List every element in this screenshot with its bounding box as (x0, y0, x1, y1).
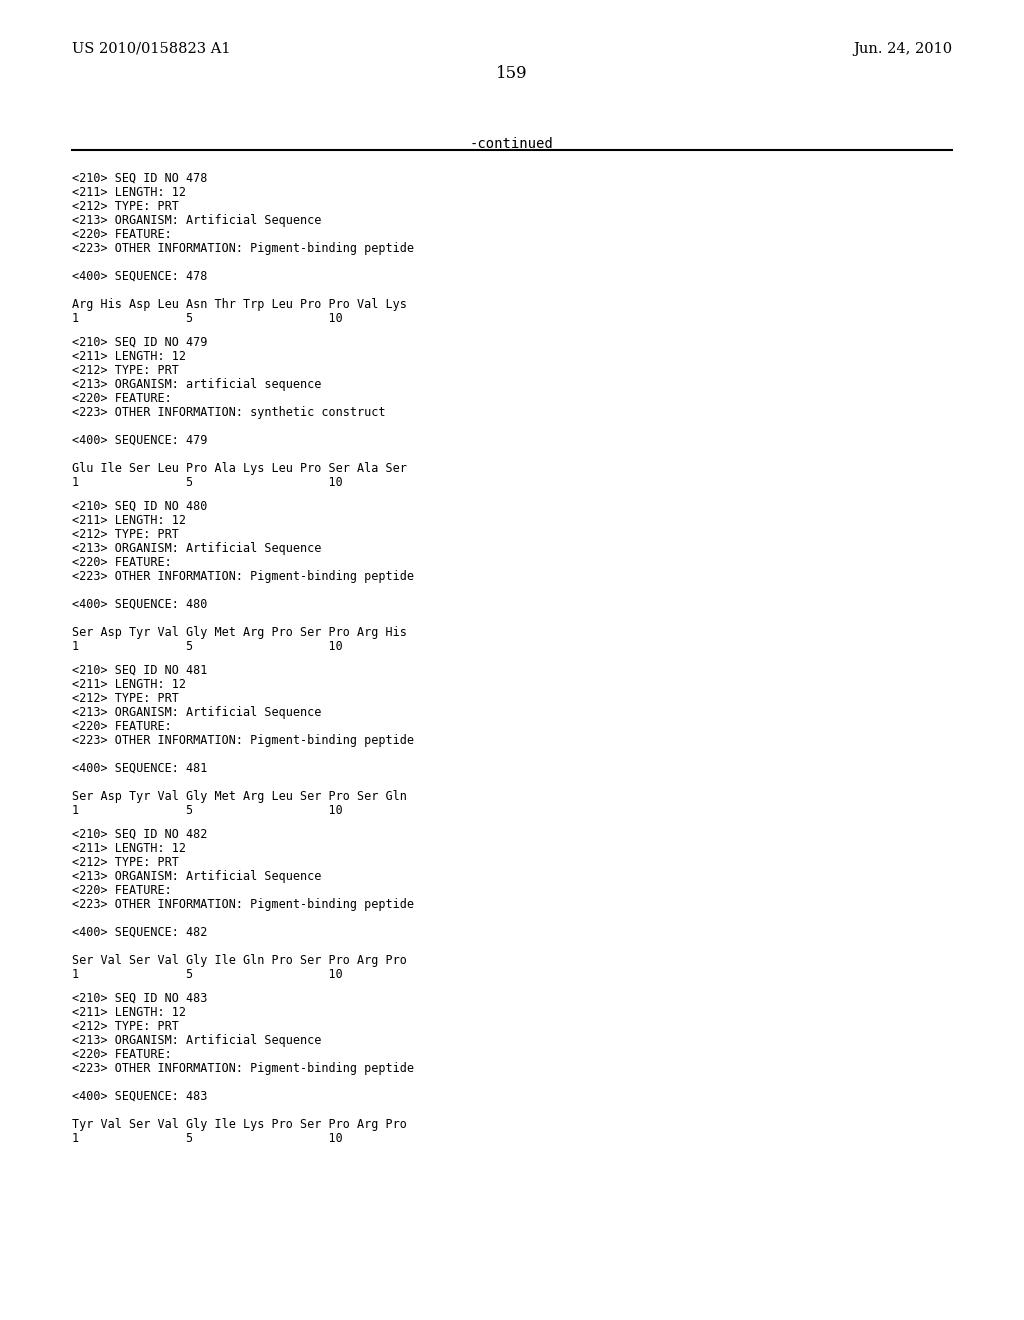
Text: <212> TYPE: PRT: <212> TYPE: PRT (72, 528, 179, 541)
Text: <223> OTHER INFORMATION: Pigment-binding peptide: <223> OTHER INFORMATION: Pigment-binding… (72, 1063, 414, 1074)
Text: Glu Ile Ser Leu Pro Ala Lys Leu Pro Ser Ala Ser: Glu Ile Ser Leu Pro Ala Lys Leu Pro Ser … (72, 462, 407, 475)
Text: 1               5                   10: 1 5 10 (72, 312, 343, 325)
Text: <212> TYPE: PRT: <212> TYPE: PRT (72, 364, 179, 378)
Text: <223> OTHER INFORMATION: Pigment-binding peptide: <223> OTHER INFORMATION: Pigment-binding… (72, 570, 414, 583)
Text: Ser Asp Tyr Val Gly Met Arg Leu Ser Pro Ser Gln: Ser Asp Tyr Val Gly Met Arg Leu Ser Pro … (72, 789, 407, 803)
Text: Jun. 24, 2010: Jun. 24, 2010 (853, 42, 952, 55)
Text: <210> SEQ ID NO 479: <210> SEQ ID NO 479 (72, 337, 208, 348)
Text: US 2010/0158823 A1: US 2010/0158823 A1 (72, 42, 230, 55)
Text: Ser Val Ser Val Gly Ile Gln Pro Ser Pro Arg Pro: Ser Val Ser Val Gly Ile Gln Pro Ser Pro … (72, 954, 407, 968)
Text: <213> ORGANISM: Artificial Sequence: <213> ORGANISM: Artificial Sequence (72, 214, 322, 227)
Text: <400> SEQUENCE: 479: <400> SEQUENCE: 479 (72, 434, 208, 447)
Text: 1               5                   10: 1 5 10 (72, 804, 343, 817)
Text: <220> FEATURE:: <220> FEATURE: (72, 392, 172, 405)
Text: <212> TYPE: PRT: <212> TYPE: PRT (72, 855, 179, 869)
Text: <400> SEQUENCE: 483: <400> SEQUENCE: 483 (72, 1090, 208, 1104)
Text: <211> LENGTH: 12: <211> LENGTH: 12 (72, 513, 186, 527)
Text: <400> SEQUENCE: 482: <400> SEQUENCE: 482 (72, 927, 208, 939)
Text: <220> FEATURE:: <220> FEATURE: (72, 719, 172, 733)
Text: 159: 159 (497, 65, 527, 82)
Text: <212> TYPE: PRT: <212> TYPE: PRT (72, 692, 179, 705)
Text: 1               5                   10: 1 5 10 (72, 968, 343, 981)
Text: <211> LENGTH: 12: <211> LENGTH: 12 (72, 186, 186, 199)
Text: <213> ORGANISM: Artificial Sequence: <213> ORGANISM: Artificial Sequence (72, 706, 322, 719)
Text: <213> ORGANISM: Artificial Sequence: <213> ORGANISM: Artificial Sequence (72, 870, 322, 883)
Text: <210> SEQ ID NO 478: <210> SEQ ID NO 478 (72, 172, 208, 185)
Text: <211> LENGTH: 12: <211> LENGTH: 12 (72, 1006, 186, 1019)
Text: <213> ORGANISM: Artificial Sequence: <213> ORGANISM: Artificial Sequence (72, 1034, 322, 1047)
Text: <211> LENGTH: 12: <211> LENGTH: 12 (72, 350, 186, 363)
Text: Tyr Val Ser Val Gly Ile Lys Pro Ser Pro Arg Pro: Tyr Val Ser Val Gly Ile Lys Pro Ser Pro … (72, 1118, 407, 1131)
Text: <212> TYPE: PRT: <212> TYPE: PRT (72, 1020, 179, 1034)
Text: <220> FEATURE:: <220> FEATURE: (72, 228, 172, 242)
Text: <223> OTHER INFORMATION: Pigment-binding peptide: <223> OTHER INFORMATION: Pigment-binding… (72, 734, 414, 747)
Text: 1               5                   10: 1 5 10 (72, 477, 343, 488)
Text: <211> LENGTH: 12: <211> LENGTH: 12 (72, 842, 186, 855)
Text: <213> ORGANISM: artificial sequence: <213> ORGANISM: artificial sequence (72, 378, 322, 391)
Text: <210> SEQ ID NO 483: <210> SEQ ID NO 483 (72, 993, 208, 1005)
Text: <400> SEQUENCE: 481: <400> SEQUENCE: 481 (72, 762, 208, 775)
Text: <223> OTHER INFORMATION: Pigment-binding peptide: <223> OTHER INFORMATION: Pigment-binding… (72, 898, 414, 911)
Text: 1               5                   10: 1 5 10 (72, 640, 343, 653)
Text: <210> SEQ ID NO 481: <210> SEQ ID NO 481 (72, 664, 208, 677)
Text: <210> SEQ ID NO 482: <210> SEQ ID NO 482 (72, 828, 208, 841)
Text: <400> SEQUENCE: 478: <400> SEQUENCE: 478 (72, 271, 208, 282)
Text: <400> SEQUENCE: 480: <400> SEQUENCE: 480 (72, 598, 208, 611)
Text: <210> SEQ ID NO 480: <210> SEQ ID NO 480 (72, 500, 208, 513)
Text: Arg His Asp Leu Asn Thr Trp Leu Pro Pro Val Lys: Arg His Asp Leu Asn Thr Trp Leu Pro Pro … (72, 298, 407, 312)
Text: <223> OTHER INFORMATION: Pigment-binding peptide: <223> OTHER INFORMATION: Pigment-binding… (72, 242, 414, 255)
Text: 1               5                   10: 1 5 10 (72, 1133, 343, 1144)
Text: <223> OTHER INFORMATION: synthetic construct: <223> OTHER INFORMATION: synthetic const… (72, 407, 385, 418)
Text: <220> FEATURE:: <220> FEATURE: (72, 884, 172, 898)
Text: <211> LENGTH: 12: <211> LENGTH: 12 (72, 678, 186, 690)
Text: <213> ORGANISM: Artificial Sequence: <213> ORGANISM: Artificial Sequence (72, 543, 322, 554)
Text: <220> FEATURE:: <220> FEATURE: (72, 1048, 172, 1061)
Text: <220> FEATURE:: <220> FEATURE: (72, 556, 172, 569)
Text: -continued: -continued (470, 137, 554, 150)
Text: Ser Asp Tyr Val Gly Met Arg Pro Ser Pro Arg His: Ser Asp Tyr Val Gly Met Arg Pro Ser Pro … (72, 626, 407, 639)
Text: <212> TYPE: PRT: <212> TYPE: PRT (72, 201, 179, 213)
